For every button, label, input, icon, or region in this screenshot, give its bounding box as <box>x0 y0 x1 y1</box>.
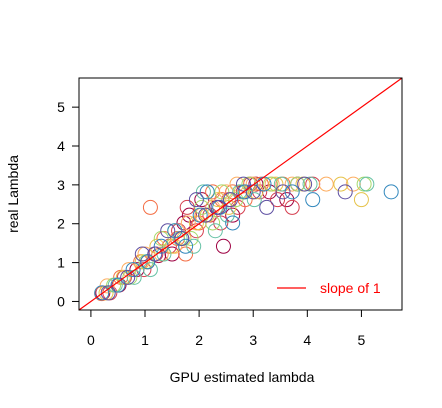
data-point <box>275 184 291 200</box>
data-point <box>337 184 353 200</box>
data-point <box>215 238 231 254</box>
data-point <box>202 207 218 223</box>
data-point <box>219 207 235 223</box>
data-point <box>237 184 253 200</box>
data-point <box>345 176 361 192</box>
data-point <box>207 223 223 239</box>
data-point <box>176 215 192 231</box>
x-tick-label: 1 <box>141 332 149 348</box>
y-tick-label: 0 <box>57 293 65 309</box>
data-point <box>100 285 116 301</box>
data-point <box>194 192 210 208</box>
data-point <box>214 184 230 200</box>
data-point <box>353 192 369 208</box>
data-point <box>235 176 251 192</box>
legend-label: slope of 1 <box>320 280 381 296</box>
data-point <box>115 269 131 285</box>
data-point <box>229 176 245 192</box>
data-point <box>284 184 300 200</box>
data-point <box>241 176 257 192</box>
y-axis-label: real Lambda <box>5 155 21 233</box>
data-point <box>210 192 226 208</box>
data-point <box>333 176 349 192</box>
data-point <box>210 199 226 215</box>
data-point <box>248 176 264 192</box>
data-point <box>195 184 211 200</box>
data-point <box>147 246 163 262</box>
data-point <box>290 176 306 192</box>
data-point <box>259 199 275 215</box>
data-point <box>183 230 199 246</box>
data-point <box>134 246 150 262</box>
data-point <box>188 192 204 208</box>
data-point <box>284 199 300 215</box>
y-tick-label: 2 <box>57 216 65 232</box>
y-axis: 0 1 2 3 4 5 <box>57 99 80 309</box>
data-point <box>279 192 295 208</box>
data-point <box>237 192 253 208</box>
y-tick-label: 4 <box>57 138 65 154</box>
legend: slope of 1 <box>277 280 381 296</box>
data-point <box>356 176 372 192</box>
data-point <box>160 223 176 239</box>
x-tick-label: 2 <box>195 332 203 348</box>
data-point <box>134 254 150 270</box>
data-point <box>180 215 196 231</box>
slope-of-1-line <box>79 78 402 310</box>
x-tick-label: 4 <box>303 332 311 348</box>
y-tick-label: 1 <box>57 255 65 271</box>
data-point <box>225 207 241 223</box>
data-point <box>297 176 313 192</box>
data-point <box>270 192 286 208</box>
data-point <box>194 199 210 215</box>
y-tick-label: 3 <box>57 177 65 193</box>
data-point <box>222 192 238 208</box>
data-point <box>178 246 194 262</box>
data-point <box>125 262 141 278</box>
data-point <box>192 207 208 223</box>
data-point <box>110 277 126 293</box>
data-point <box>225 215 241 231</box>
data-point <box>142 262 158 278</box>
data-point <box>161 238 177 254</box>
data-point <box>199 184 215 200</box>
data-point <box>174 230 190 246</box>
data-point <box>137 246 153 262</box>
data-point <box>136 262 152 278</box>
x-axis-label: GPU estimated lambda <box>170 369 315 385</box>
x-tick-label: 3 <box>249 332 257 348</box>
data-point <box>186 238 202 254</box>
data-point <box>383 184 399 200</box>
data-point <box>263 176 279 192</box>
data-point <box>228 192 244 208</box>
x-tick-label: 5 <box>358 332 366 348</box>
data-point <box>94 285 110 301</box>
data-point <box>302 176 318 192</box>
data-point <box>179 199 195 215</box>
data-point <box>188 215 204 231</box>
data-point <box>153 246 169 262</box>
data-point <box>198 207 214 223</box>
data-point <box>245 176 261 192</box>
x-axis: 0 1 2 3 4 5 <box>87 309 366 348</box>
data-point <box>225 184 241 200</box>
x-tick-label: 0 <box>87 332 95 348</box>
data-point <box>171 223 187 239</box>
data-point <box>305 192 321 208</box>
data-point <box>120 269 136 285</box>
data-point <box>318 176 334 192</box>
data-point <box>178 238 194 254</box>
data-point <box>359 176 375 192</box>
data-point <box>284 176 300 192</box>
y-tick-label: 5 <box>57 99 65 115</box>
data-point <box>273 176 289 192</box>
data-point <box>142 199 158 215</box>
data-point <box>246 192 262 208</box>
